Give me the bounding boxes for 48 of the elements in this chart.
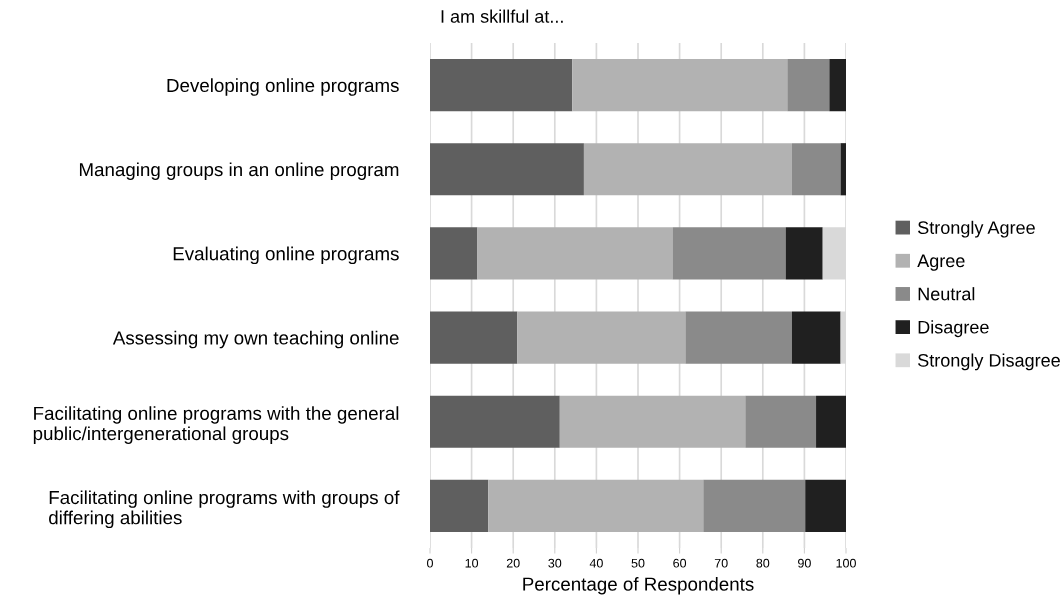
bar (672, 227, 786, 280)
x-tick-label: 90 (798, 558, 811, 568)
x-tick-label: 0 (427, 558, 433, 568)
legend-label: Agree (917, 254, 965, 271)
bar (430, 58, 573, 112)
legend-label: Disagree (918, 320, 989, 338)
bar (703, 479, 806, 533)
bar (791, 311, 841, 364)
x-tick-label: 70 (714, 558, 728, 568)
chart-title: I am skillful at... (441, 9, 563, 23)
legend-label: Neutral (918, 287, 975, 301)
y-tick-label: Facilitating online programs with groups of differing abilities (49, 490, 400, 529)
bar (840, 143, 846, 196)
bar (685, 311, 792, 364)
bar (477, 227, 673, 280)
bar (583, 143, 792, 196)
bar (517, 311, 686, 364)
x-tick-label: 20 (506, 558, 520, 568)
y-tick-label: Facilitating online programs with the general public/intergenerational groups (33, 406, 399, 444)
bar (791, 143, 841, 196)
x-tick-label: 80 (756, 558, 770, 568)
bar (816, 395, 846, 448)
bar (787, 58, 830, 112)
y-tick-label: Assessing my own teaching online (112, 330, 399, 349)
legend-label: Strongly Agree (918, 220, 1035, 238)
bar (829, 58, 846, 112)
bar (785, 227, 823, 280)
bar (805, 479, 846, 533)
bar (430, 143, 584, 196)
bar (488, 479, 704, 533)
x-tick-label: 30 (548, 558, 562, 568)
x-axis-title: Percentage of Respondents (523, 577, 754, 595)
x-tick-label: 60 (673, 558, 687, 568)
bar (430, 395, 560, 448)
y-tick-label: Evaluating online programs (173, 246, 399, 265)
y-tick-label: Managing groups in an online program (79, 162, 399, 180)
x-tick-label: 100 (836, 558, 856, 568)
x-tick-label: 50 (631, 558, 645, 568)
bar (559, 395, 746, 448)
y-tick-label: Developing online programs (167, 78, 399, 96)
x-tick-label: 40 (589, 558, 603, 568)
bar (745, 395, 817, 448)
bar (430, 227, 478, 280)
bar (430, 311, 518, 364)
legend-label: Strongly Disagree (918, 353, 1060, 371)
x-tick-label: 10 (465, 558, 479, 568)
bar (430, 479, 489, 533)
bar (572, 58, 788, 112)
